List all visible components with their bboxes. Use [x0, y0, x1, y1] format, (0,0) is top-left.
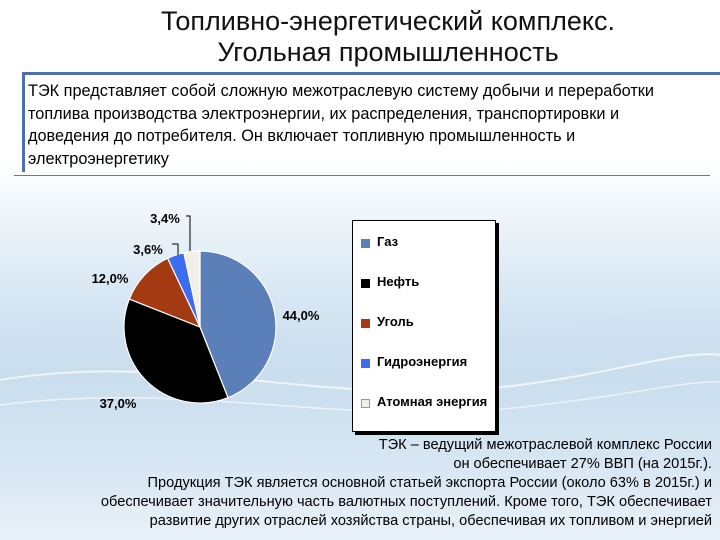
footer-line: развитие других отраслей хозяйства стран… [149, 513, 712, 529]
pie-slice-gas [199, 250, 277, 399]
section-divider [14, 175, 710, 176]
intro-accent-bar [22, 72, 25, 172]
data-label-nuclear: 3,4% [150, 211, 180, 226]
footer-line: ТЭК – ведущий межотраслевой комплекс Рос… [378, 437, 712, 453]
legend-swatch [361, 239, 370, 248]
legend-swatch [361, 359, 370, 368]
legend-swatch [361, 279, 370, 288]
footer-line: он обеспечивает 27% ВВП (на 2015г.). [453, 456, 712, 472]
legend-label: Уголь [377, 314, 414, 329]
intro-line: доведения до потребителя. Он включает то… [28, 127, 576, 145]
data-label-hydro: 3,6% [133, 242, 163, 257]
intro-line: электроэнергетику [28, 149, 169, 168]
footer-text: ТЭК – ведущий межотраслевой комплекс Рос… [0, 436, 712, 531]
legend-swatch [361, 399, 370, 408]
data-label-oil: 37,0% [100, 396, 137, 411]
footer-line: обеспечивает значительную часть валютных… [100, 494, 712, 510]
title-divider [22, 72, 720, 75]
chart-legend: Газ Нефть Уголь Гидроэнергия Атомная эне… [352, 220, 496, 432]
data-label-coal: 12,0% [92, 271, 129, 286]
slide-title-line-2: Угольная промышленность [217, 37, 559, 67]
intro-line: ТЭК представляет собой сложную межотрасл… [28, 82, 655, 100]
intro-text: ТЭК представляет собой сложную межотрасл… [28, 80, 720, 170]
data-label-gas: 44,0% [283, 308, 320, 323]
legend-label: Атомная энергия [377, 394, 488, 409]
leader-line-hydro [172, 243, 179, 255]
slide-title-line-1: Топливно-энергетический комплекс. [161, 6, 615, 36]
slide-title: Топливно-энергетический комплекс. Угольн… [0, 6, 720, 68]
footer-line: Продукция ТЭК является основной статьей … [147, 475, 712, 491]
leader-line-nuclear [186, 215, 191, 251]
legend-label: Газ [377, 234, 399, 249]
intro-line: топлива производства электроэнергии, их … [28, 104, 620, 123]
pie-slice-oil [123, 298, 229, 404]
legend-label: Нефть [377, 274, 420, 289]
pie-slice-nuclear [183, 250, 201, 328]
legend-label: Гидроэнергия [377, 354, 468, 369]
legend-swatch [361, 319, 370, 328]
